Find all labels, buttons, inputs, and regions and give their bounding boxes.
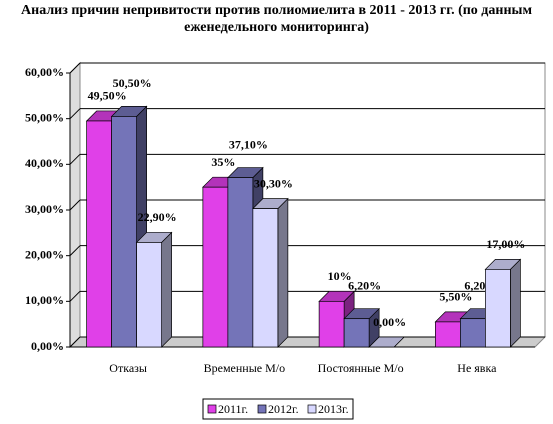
y-tick-label: 10,00% [25, 293, 64, 307]
value-label: 22,90% [138, 210, 177, 224]
bar [460, 318, 486, 348]
y-tick-label: 60,00% [25, 65, 64, 79]
y-tick-label: 30,00% [25, 202, 64, 216]
chart-title: Анализ причин непривитости против полиом… [21, 3, 532, 35]
grid-line-side [69, 290, 81, 302]
grid-line-side [69, 336, 81, 348]
value-label: 17,00% [486, 237, 525, 251]
bar [202, 186, 229, 348]
y-tick-label: 40,00% [25, 156, 64, 170]
value-label: 50,50% [113, 76, 152, 90]
value-label: 49,50% [88, 89, 127, 103]
legend-label: 2012г. [268, 402, 299, 416]
bar [86, 120, 112, 348]
bar [252, 208, 279, 348]
grid-line-side [69, 62, 81, 74]
bar [227, 177, 254, 348]
bar [485, 269, 511, 348]
grid-line-side [69, 108, 81, 120]
grid-line-side [69, 153, 81, 165]
value-label: 5,50% [439, 290, 472, 304]
grid-line-side [69, 199, 81, 211]
bar [318, 300, 345, 348]
x-tick-label: Временные М/о [204, 361, 286, 375]
bar [343, 318, 370, 348]
bar-side [510, 258, 521, 348]
y-tick-label: 20,00% [25, 247, 64, 261]
bar [435, 321, 461, 348]
value-label: 0,00% [373, 315, 406, 329]
x-tick-label: Не явка [457, 361, 497, 375]
x-tick-label: Постоянные М/о [318, 361, 404, 375]
y-tick-label: 50,00% [25, 110, 64, 124]
legend-box [202, 398, 354, 420]
legend-swatch [257, 404, 267, 414]
bar-side [161, 231, 172, 348]
bar-side [277, 197, 289, 348]
bar [111, 116, 137, 348]
legend-label: 2013г. [318, 402, 349, 416]
bar-top [368, 336, 405, 348]
legend-label: 2011г. [218, 402, 248, 416]
value-label: 35% [211, 155, 235, 169]
grid-line-side [69, 245, 81, 257]
value-label: 6,20% [348, 278, 381, 292]
value-label: 30,30% [254, 176, 293, 190]
value-label: 37,10% [229, 137, 268, 151]
x-tick-label: Отказы [109, 361, 147, 375]
y-tick-label: 0,00% [31, 339, 64, 353]
legend-swatch [207, 404, 217, 414]
legend-swatch [307, 404, 317, 414]
bar [136, 242, 162, 348]
value-label: 10% [328, 269, 352, 283]
